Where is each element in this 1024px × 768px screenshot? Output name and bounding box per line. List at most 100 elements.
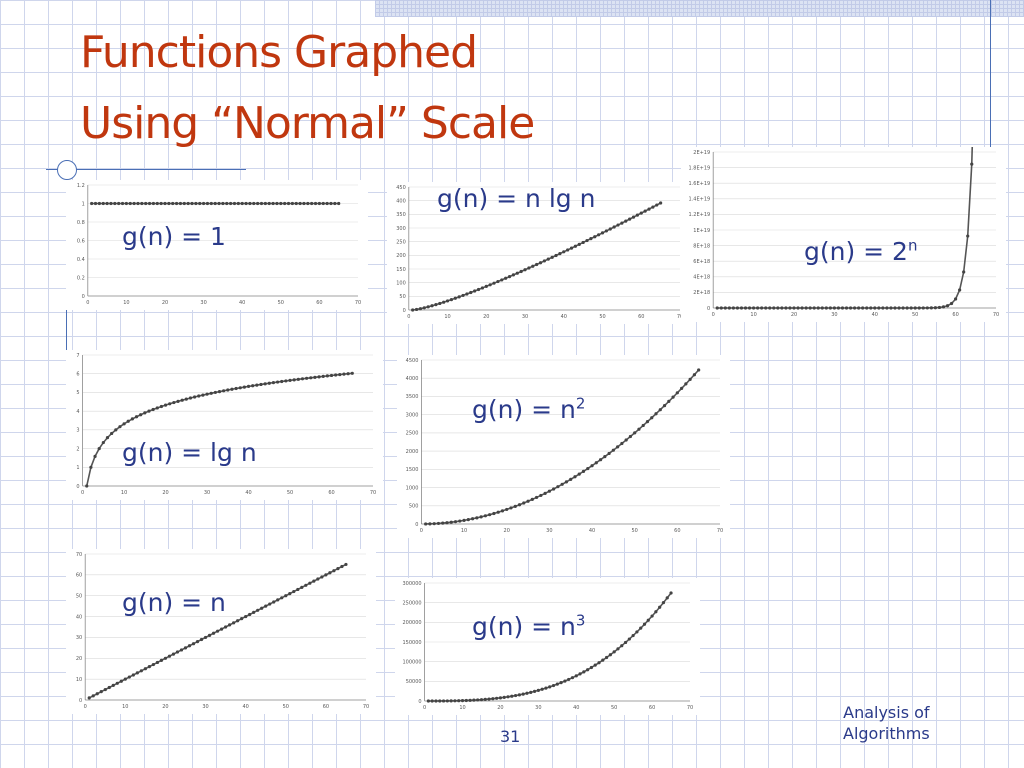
label-n-cubed: g(n) = n3	[472, 611, 586, 641]
chart-lg-n: 0 1 2 3 4 5 6 7 0 10 20 30 40 50 60 70	[66, 350, 383, 500]
data-point	[667, 399, 671, 403]
data-point	[495, 696, 499, 700]
chart-n-squared: 0 500 1000 1500 2000 2500 3000 3500 4000 4500 0 10 2…	[397, 355, 730, 538]
data-point	[256, 608, 260, 612]
series-line	[717, 147, 974, 309]
data-point	[340, 564, 344, 569]
data-point	[869, 306, 873, 310]
x-tick-label: 20	[497, 705, 503, 711]
data-point	[470, 517, 475, 521]
page-number: 31	[500, 727, 521, 746]
data-point	[764, 306, 768, 310]
data-point	[305, 376, 309, 380]
data-point	[193, 395, 197, 399]
data-point	[134, 415, 139, 419]
data-point	[921, 306, 925, 310]
data-point	[631, 633, 635, 638]
x-tick-label: 40	[561, 314, 567, 320]
data-point	[222, 389, 226, 393]
data-point	[526, 499, 530, 503]
data-point	[252, 201, 256, 206]
y-tick-label: 4	[76, 409, 79, 415]
y-tick-label: 1E+19	[693, 228, 710, 234]
data-point	[650, 416, 654, 420]
data-point	[328, 571, 332, 575]
data-point	[569, 246, 574, 250]
data-point	[288, 592, 292, 596]
data-point	[300, 377, 305, 381]
data-point	[488, 283, 492, 287]
x-tick-label: 40	[245, 490, 251, 496]
data-point	[143, 667, 147, 671]
y-tick-label: 1	[76, 465, 79, 471]
y-tick-label: 0.2	[77, 275, 85, 281]
data-point	[268, 602, 272, 606]
data-point	[197, 394, 201, 398]
data-point	[332, 569, 336, 573]
data-point	[449, 520, 453, 524]
y-tick-label: 150	[396, 267, 406, 273]
data-point	[199, 637, 204, 642]
data-point	[457, 295, 461, 299]
data-point	[747, 306, 752, 310]
data-point	[457, 699, 461, 703]
data-point	[310, 201, 314, 206]
data-point	[453, 296, 457, 300]
data-point	[230, 387, 234, 391]
data-point	[163, 201, 167, 206]
y-tick-label: 50000	[406, 679, 422, 685]
chart-svg: 0 2E+18 4E+18 6E+18 8E+18 1E+19 1.2E+19 1.4E+19…	[689, 147, 999, 318]
data-point	[213, 201, 217, 206]
data-point	[601, 658, 605, 662]
data-point	[449, 298, 454, 302]
x-tick-label: 50	[283, 704, 289, 710]
data-point	[163, 656, 168, 660]
data-point	[128, 201, 132, 206]
data-point	[248, 612, 252, 617]
y-tick-label: 1.6E+19	[689, 181, 711, 187]
data-point	[654, 412, 658, 416]
data-point	[551, 683, 556, 688]
data-point	[631, 215, 636, 219]
data-point	[205, 392, 209, 396]
data-point	[581, 469, 586, 473]
data-point	[430, 699, 434, 703]
x-tick-label: 70	[363, 704, 369, 710]
data-point	[466, 517, 470, 522]
data-point	[498, 696, 503, 700]
data-point	[306, 201, 310, 206]
data-point	[517, 503, 522, 507]
data-point	[665, 596, 669, 600]
data-point	[570, 676, 575, 680]
data-point	[642, 622, 647, 626]
data-point	[288, 378, 292, 382]
data-point	[342, 372, 346, 376]
data-point	[171, 652, 176, 656]
data-point	[624, 219, 628, 223]
data-point	[639, 211, 643, 215]
y-tick-label: 300000	[403, 581, 422, 587]
data-point	[300, 585, 304, 589]
data-point	[608, 227, 612, 231]
data-point	[434, 303, 438, 307]
data-point	[147, 201, 152, 206]
x-tick-label: 70	[717, 528, 723, 534]
data-point	[97, 201, 101, 206]
data-point	[662, 403, 667, 408]
data-point	[460, 699, 465, 703]
data-point	[259, 382, 263, 387]
y-tick-label: 0	[418, 699, 421, 705]
data-point	[203, 635, 208, 640]
data-point	[564, 480, 569, 484]
y-tick-label: 0	[82, 294, 85, 300]
data-point	[115, 681, 119, 685]
data-point	[430, 304, 434, 308]
data-point	[159, 404, 164, 409]
x-tick-label: 30	[546, 528, 552, 534]
data-point	[229, 201, 233, 206]
data-point	[616, 223, 620, 227]
x-tick-label: 10	[123, 300, 129, 306]
data-point	[316, 577, 320, 581]
data-point	[217, 201, 221, 206]
y-tick-label: 70	[76, 552, 82, 558]
